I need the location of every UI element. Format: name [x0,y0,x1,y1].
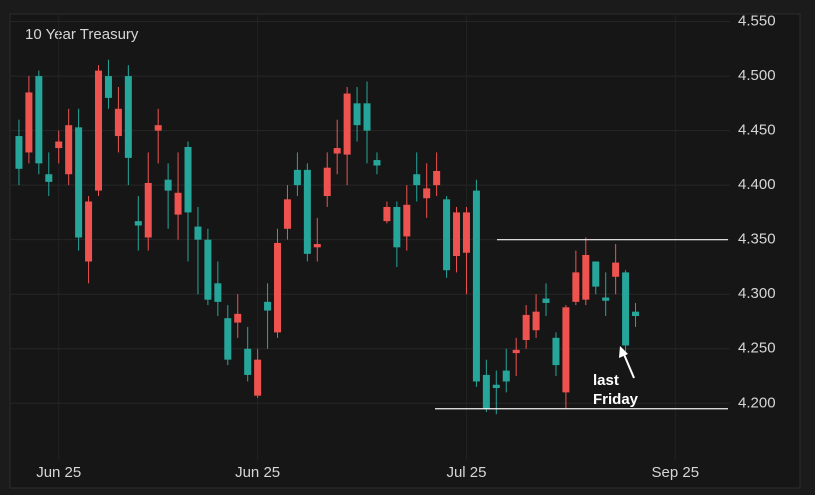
candle-body [522,314,530,341]
candle-body [472,190,480,382]
candle-body [274,242,282,333]
chart-title: 10 Year Treasury [25,26,139,43]
candle-body [383,206,391,222]
candle-body [293,169,301,186]
candle-body [164,179,172,191]
candle-body [85,201,93,262]
y-tick-label: 4.200 [738,394,776,411]
candle-body [204,239,212,300]
x-tick-label: Sep 25 [652,464,700,481]
candle-body [612,262,620,277]
candle-body [95,70,103,191]
candle-body [244,348,252,375]
candle-body [413,174,421,186]
candle-body [313,244,321,248]
annotation-arrowhead [619,346,628,358]
candle-body [134,221,142,226]
candle-body [65,125,73,175]
candle-body [154,125,162,131]
x-tick-label: Jul 25 [446,464,486,481]
x-tick-label: Jun 25 [36,464,81,481]
candle-body [194,226,202,240]
candle-body [214,283,222,302]
candle-body [363,103,371,131]
candle-body [582,254,590,300]
candle-body [75,127,83,238]
candle-body [492,384,500,389]
candle-body [144,182,152,238]
y-tick-label: 4.350 [738,231,776,248]
candle-body [104,76,112,98]
candle-body [602,297,610,301]
candle-body [264,301,272,311]
candle-body [423,188,431,199]
candle-body [502,370,510,382]
candle-body [453,212,461,257]
candle-body [45,174,53,182]
annotation-text: last [593,372,619,389]
candle-body [592,261,600,287]
candle-body [343,93,351,155]
y-tick-label: 4.500 [738,67,776,84]
candle-body [124,76,132,158]
y-tick-label: 4.300 [738,285,776,302]
x-tick-label: Jun 25 [235,464,280,481]
candle-body [462,212,470,253]
candle-body [254,359,262,396]
candle-body [114,108,122,137]
candle-body [25,92,33,153]
candle-body [542,298,550,303]
candle-body [283,199,291,229]
candle-body [443,199,451,271]
candle-body [184,146,192,213]
candle-body [632,311,640,317]
y-tick-label: 4.550 [738,13,776,30]
candle-body [622,272,630,346]
candle-body [562,307,570,393]
candle-body [234,313,242,323]
annotation-text: Friday [593,391,639,408]
annotation-arrow [622,351,635,379]
candle-body [224,318,232,360]
candle-body [572,272,580,302]
y-tick-label: 4.400 [738,176,776,193]
candle-body [174,192,182,215]
candle-body [333,148,341,154]
candle-body [323,167,331,197]
candle-body [303,169,311,254]
y-tick-label: 4.450 [738,122,776,139]
candle-body [55,141,63,149]
candle-body [552,337,560,366]
candle-body [35,76,43,164]
candle-body [393,206,401,248]
candle-body [403,204,411,237]
y-tick-label: 4.250 [738,340,776,357]
candle-body [433,170,441,186]
candle-body [512,349,520,354]
candle-body [15,136,23,169]
candle-body [482,374,490,409]
candle-body [373,160,381,166]
candle-body [532,311,540,331]
candle-body [353,103,361,126]
